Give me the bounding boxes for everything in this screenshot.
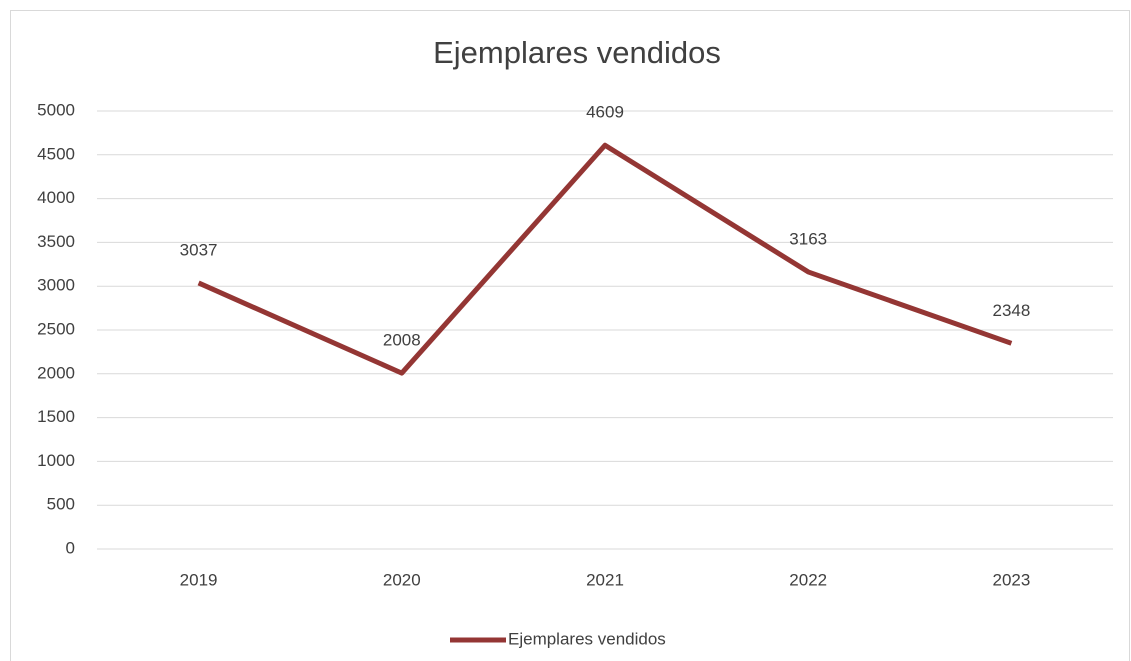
y-tick-label: 500 bbox=[47, 495, 75, 514]
y-tick-label: 5000 bbox=[37, 100, 75, 119]
y-tick-label: 2000 bbox=[37, 363, 75, 382]
x-tick-label: 2020 bbox=[383, 570, 421, 589]
x-tick-label: 2019 bbox=[180, 570, 218, 589]
legend-label: Ejemplares vendidos bbox=[508, 629, 666, 648]
data-label: 2008 bbox=[383, 331, 421, 350]
data-label: 2348 bbox=[992, 301, 1030, 320]
x-tick-label: 2021 bbox=[586, 570, 624, 589]
chart-title: Ejemplares vendidos bbox=[433, 35, 721, 70]
y-tick-label: 1500 bbox=[37, 407, 75, 426]
y-tick-label: 4500 bbox=[37, 144, 75, 163]
y-tick-label: 1000 bbox=[37, 451, 75, 470]
y-tick-label: 0 bbox=[66, 538, 75, 557]
y-tick-label: 2500 bbox=[37, 319, 75, 338]
y-tick-label: 4000 bbox=[37, 188, 75, 207]
y-tick-label: 3500 bbox=[37, 232, 75, 251]
series-line bbox=[197, 142, 1013, 376]
data-label: 4609 bbox=[586, 103, 624, 122]
data-label: 3037 bbox=[180, 240, 218, 259]
x-tick-label: 2023 bbox=[992, 570, 1030, 589]
y-tick-label: 3000 bbox=[37, 276, 75, 295]
data-label: 3163 bbox=[789, 229, 827, 248]
chart-border bbox=[10, 10, 1130, 661]
x-tick-label: 2022 bbox=[789, 570, 827, 589]
